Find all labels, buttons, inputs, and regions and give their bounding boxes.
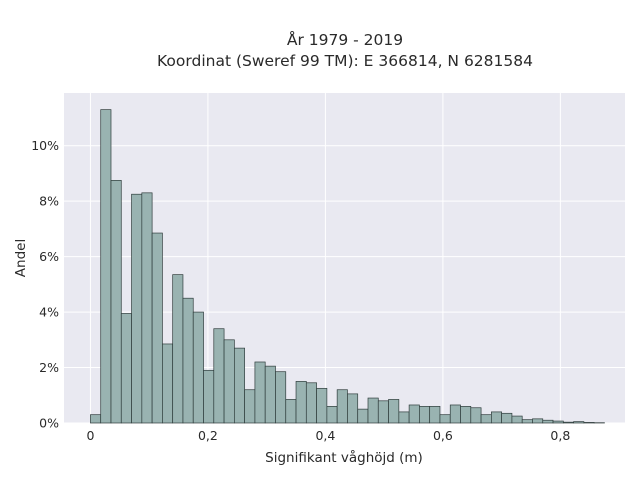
histogram-bar xyxy=(491,411,502,424)
x-tick-label: 0 xyxy=(86,428,94,443)
histogram-bar xyxy=(100,109,112,424)
histogram-bar xyxy=(449,404,461,424)
histogram-bar xyxy=(388,399,400,424)
histogram-bar xyxy=(172,274,184,424)
x-tick-label: 0,8 xyxy=(550,428,570,443)
histogram-bar xyxy=(151,232,163,424)
histogram-bar xyxy=(460,406,472,424)
histogram-bar xyxy=(336,389,348,424)
histogram-bar xyxy=(408,404,420,424)
histogram-bar xyxy=(275,371,287,424)
histogram-bar xyxy=(120,313,132,424)
histogram-bar xyxy=(573,421,585,424)
histogram-bar xyxy=(521,419,533,424)
y-tick-label: 2% xyxy=(39,360,59,375)
histogram-bar xyxy=(326,406,338,424)
chart-title-line1: År 1979 - 2019 xyxy=(287,30,403,49)
y-tick-label: 8% xyxy=(39,194,59,209)
histogram-bar xyxy=(419,406,431,424)
y-tick-labels: 0% 2% 4% 6% 8% 10% xyxy=(31,138,59,430)
histogram-bar xyxy=(213,328,225,424)
histogram-bar xyxy=(470,407,482,424)
y-tick-label: 4% xyxy=(39,305,59,320)
histogram-bar xyxy=(542,419,554,424)
y-axis-label: Andel xyxy=(13,239,29,277)
histogram-bar xyxy=(347,393,359,424)
histogram-bar xyxy=(552,420,564,424)
histogram-bar xyxy=(285,399,297,424)
histogram-bar xyxy=(429,406,441,424)
histogram-bar xyxy=(377,400,389,424)
histogram-bar xyxy=(532,418,544,424)
histogram-bar xyxy=(480,414,492,424)
x-tick-labels: 0 0,2 0,4 0,6 0,8 xyxy=(86,428,570,443)
histogram-bar xyxy=(264,365,276,424)
histogram-bar xyxy=(110,180,122,424)
histogram-bar xyxy=(316,387,328,424)
histogram-bar xyxy=(244,389,256,424)
x-tick-label: 0,6 xyxy=(433,428,453,443)
histogram-bar xyxy=(182,297,194,424)
histogram-bar xyxy=(192,311,204,424)
histogram-bar xyxy=(141,192,153,424)
x-tick-label: 0,4 xyxy=(315,428,335,443)
histogram-bar xyxy=(305,382,317,424)
histogram-bar xyxy=(501,412,513,424)
histogram-bar xyxy=(223,339,235,424)
x-tick-label: 0,2 xyxy=(198,428,218,443)
histogram-bar xyxy=(439,414,451,424)
y-tick-label: 0% xyxy=(39,416,59,431)
histogram-bars xyxy=(90,109,605,424)
histogram-bar xyxy=(583,422,595,424)
y-tick-label: 6% xyxy=(39,249,59,264)
x-axis-label: Signifikant våghöjd (m) xyxy=(265,449,423,466)
histogram-bar xyxy=(203,369,215,424)
chart-title-line2: Koordinat (Sweref 99 TM): E 366814, N 62… xyxy=(157,52,533,70)
histogram-bar xyxy=(254,361,266,424)
histogram-bar xyxy=(234,347,245,424)
histogram-bar xyxy=(562,421,574,424)
y-tick-label: 10% xyxy=(31,138,59,153)
histogram-bar xyxy=(511,415,523,424)
histogram-bar xyxy=(131,193,143,424)
histogram-bar xyxy=(295,381,307,424)
histogram-bar xyxy=(162,343,174,424)
histogram-bar xyxy=(90,414,102,424)
histogram-bar xyxy=(398,411,410,424)
histogram-bar xyxy=(367,397,379,424)
histogram-bar xyxy=(357,408,369,424)
